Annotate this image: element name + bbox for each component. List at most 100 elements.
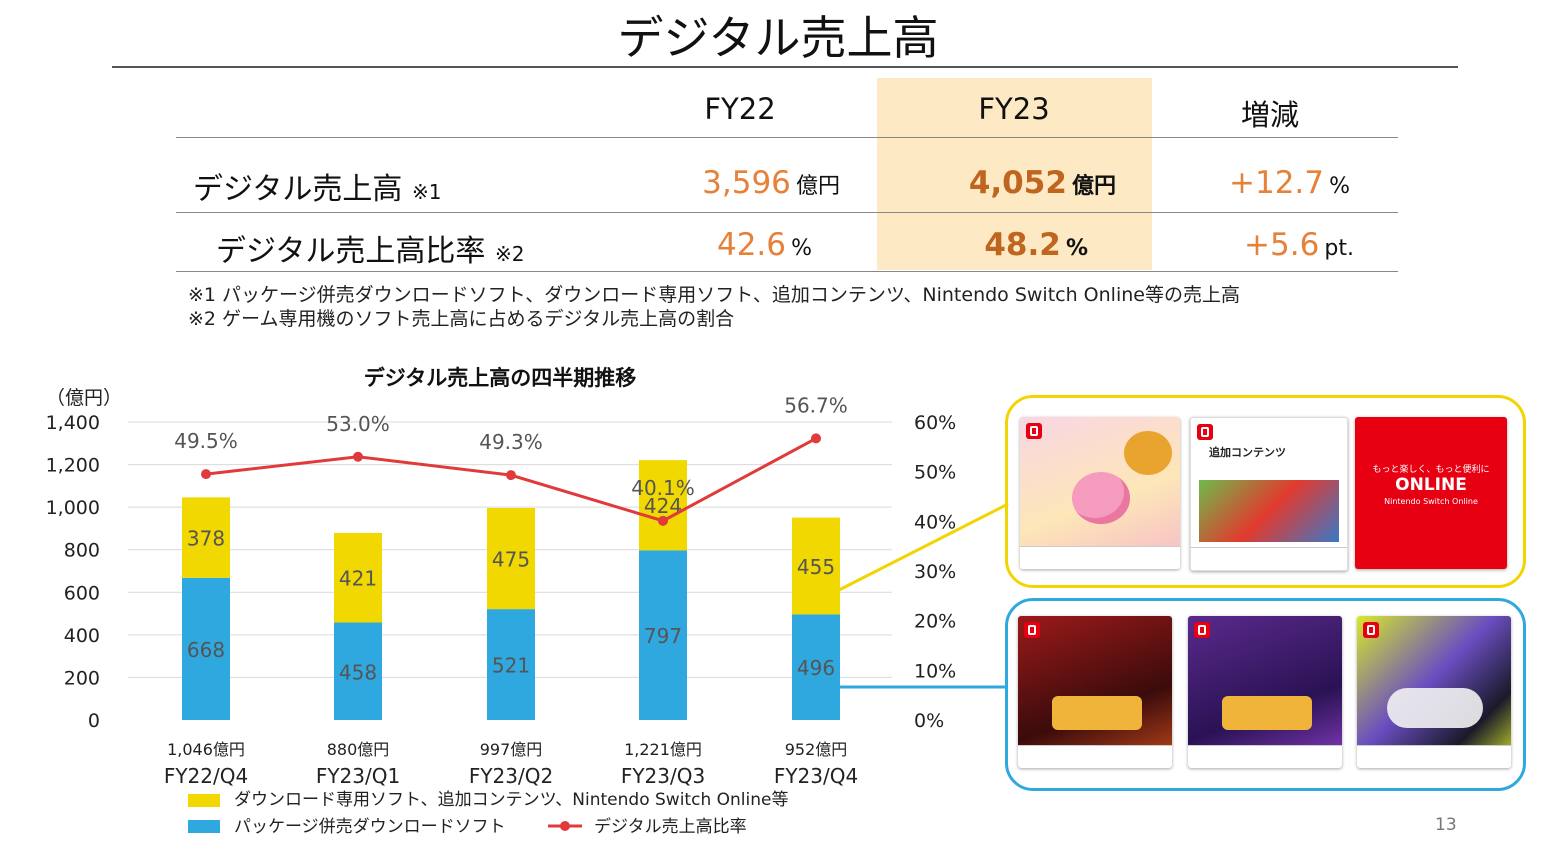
ratio-label: 56.7%	[784, 393, 848, 417]
bar-package-bundled	[182, 577, 230, 720]
splatoon-3-card	[1357, 616, 1511, 768]
nintendo-switch-logo-icon	[1194, 622, 1210, 638]
kirby-icon	[1072, 472, 1130, 524]
bar-value-label: 521	[492, 654, 530, 678]
legend-swatch-download-only	[188, 794, 220, 807]
page-number: 13	[1435, 815, 1457, 835]
nintendo-switch-logo-icon	[1024, 622, 1040, 638]
bar-value-label: 378	[187, 527, 225, 551]
bar-value-label: 475	[492, 548, 530, 572]
ratio-label: 49.5%	[174, 429, 238, 453]
y2-tick-label: 0%	[914, 710, 944, 732]
fy22-digital-ratio: 42.6 %	[600, 227, 812, 263]
chart-title: デジタル売上高の四半期推移	[363, 366, 637, 390]
ratio-point	[201, 469, 211, 480]
legend-label: ダウンロード専用ソフト、追加コンテンツ、Nintendo Switch Onli…	[234, 790, 788, 810]
ratio-point	[658, 515, 668, 526]
unit: pt.	[1324, 236, 1354, 261]
ratio-point	[506, 470, 516, 481]
x-tick-label: FY23/Q3	[621, 764, 705, 788]
card-caption: Nintendo Switch Online	[1384, 497, 1478, 506]
x-tick-label: FY23/Q1	[316, 764, 400, 788]
y2-tick-label: 10%	[914, 660, 956, 682]
bar-download-only	[639, 460, 687, 551]
header-fy22: FY22	[704, 92, 776, 126]
nintendo-switch-online-card: もっと楽しく、もっと便利に ONLINE Nintendo Switch Onl…	[1355, 417, 1507, 569]
card-corner-strip	[1188, 745, 1342, 768]
bar-total-label: 1,221億円	[624, 740, 702, 759]
legend-label: パッケージ併売ダウンロードソフト	[234, 817, 506, 837]
quarterly-digital-sales-chart: 0 200 400 600 800 1,000 1,200 1,400 0% 10% 20% 30% 4…	[46, 387, 957, 837]
value: +12.7	[1229, 165, 1324, 201]
bar-download-only	[334, 532, 382, 623]
row-label-text: デジタル売上高比率	[216, 234, 486, 269]
bar-download-only	[487, 507, 535, 610]
legend-label: デジタル売上高比率	[594, 816, 747, 837]
table-rule	[176, 137, 1398, 138]
nintendo-switch-logo-icon	[1363, 622, 1379, 638]
y-tick-label: 1,400	[46, 412, 100, 434]
bar-value-label: 797	[644, 624, 682, 648]
fy23-digital-sales: 4,052 億円	[880, 165, 1116, 201]
card-corner-strip	[1191, 547, 1347, 570]
connector-lines	[838, 502, 1009, 689]
package-bundled-products-box	[1005, 598, 1526, 791]
y-axis-label: （億円）	[46, 387, 122, 409]
value: 4,052	[968, 165, 1067, 201]
bar-value-label: 496	[797, 656, 835, 680]
pokemon-violet-card	[1188, 616, 1342, 768]
row-label-digital-ratio: デジタル売上高比率 ※2	[216, 226, 524, 270]
ratio-point	[353, 451, 363, 462]
x-tick-label: FY23/Q2	[469, 764, 553, 788]
unit: 億円	[795, 174, 840, 199]
bar-package-bundled	[792, 614, 840, 720]
footnote-1: ※1 パッケージ併売ダウンロードソフト、ダウンロード専用ソフト、追加コンテンツ、…	[188, 284, 1240, 306]
card-corner-strip	[1020, 546, 1180, 569]
change-digital-ratio: +5.6 pt.	[1160, 227, 1354, 263]
unit: %	[1065, 236, 1088, 261]
bar-package-bundled	[334, 622, 382, 720]
bar-value-label: 421	[339, 567, 377, 591]
y2-tick-label: 50%	[914, 462, 956, 484]
bar-download-only	[182, 497, 230, 578]
bar-total-label: 880億円	[327, 740, 390, 759]
bar-value-label: 455	[797, 555, 835, 579]
note-mark: ※2	[494, 242, 525, 266]
y-tick-label: 400	[64, 625, 100, 647]
value: 48.2	[984, 227, 1061, 263]
game-logo-icon	[1222, 696, 1312, 730]
unit: %	[791, 236, 812, 261]
title-divider	[112, 66, 1458, 68]
ratio-point	[811, 433, 821, 444]
unit: %	[1329, 174, 1350, 199]
bar-total-label: 952億円	[785, 740, 848, 759]
ratio-label: 53.0%	[326, 412, 390, 436]
x-tick-label: FY22/Q4	[164, 764, 248, 788]
bar-download-only	[792, 517, 840, 615]
change-digital-sales: +12.7 %	[1160, 165, 1350, 201]
bar-total-label: 1,046億円	[167, 740, 245, 759]
footnote-2: ※2 ゲーム専用機のソフト売上高に占めるデジタル売上高の割合	[188, 308, 735, 330]
card-name: 追加コンテンツ	[1209, 446, 1286, 459]
digital-only-products-box	[1005, 395, 1526, 588]
y2-tick-label: 60%	[914, 412, 956, 434]
legend-swatch-package-bundled	[188, 820, 220, 833]
mario-kart-art-icon	[1199, 480, 1339, 542]
card-corner-strip	[1357, 745, 1511, 768]
game-logo-icon	[1387, 688, 1483, 728]
additional-content-card: 追加コンテンツ	[1190, 417, 1348, 571]
bar-value-label: 668	[187, 638, 225, 662]
header-fy23: FY23	[978, 92, 1050, 126]
value: +5.6	[1244, 227, 1320, 263]
y2-tick-label: 30%	[914, 561, 956, 583]
ratio-label: 49.3%	[479, 430, 543, 454]
value: 3,596	[702, 165, 791, 201]
y2-tick-label: 40%	[914, 511, 956, 533]
legend-marker-ratio	[560, 821, 570, 831]
bar-total-label: 997億円	[480, 740, 543, 759]
card-name: ONLINE	[1395, 475, 1467, 495]
game-logo-icon	[1052, 696, 1142, 730]
y2-tick-label: 20%	[914, 611, 956, 633]
y-tick-label: 0	[88, 710, 100, 732]
header-change: 増減	[1240, 98, 1299, 132]
